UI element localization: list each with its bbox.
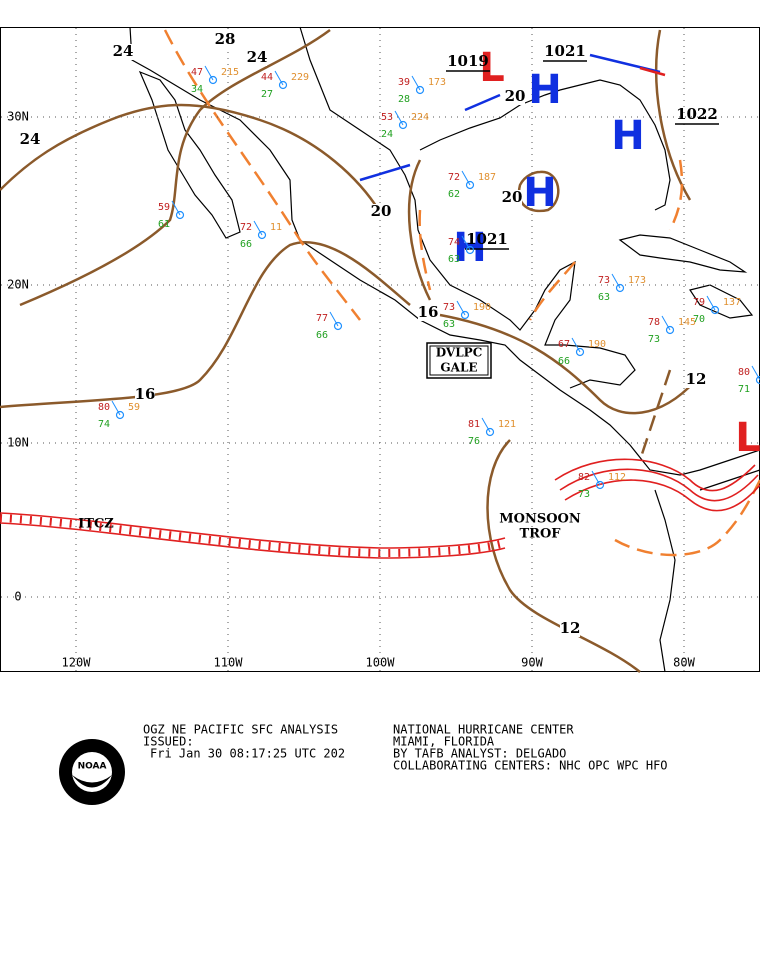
station-pressure: 190 [588,339,606,350]
station-pressure: 224 [411,112,429,123]
station-dew: 34 [191,84,203,95]
station-dew: 74 [98,419,110,430]
lat-label: 20N [7,278,29,292]
station-pressure: 190 [473,302,491,313]
station-temp: 79 [693,297,705,308]
station-pressure: 229 [291,72,309,83]
isobar-label: 12 [686,370,707,388]
station-temp: 73 [598,275,610,286]
station-temp: 39 [398,77,410,88]
warning-text: DVLPC [436,346,483,360]
noaa-logo: NOAA [59,739,125,805]
station-dew: 66 [316,330,328,341]
footer-right: COLLABORATING CENTERS: NHC OPC WPC HFO [393,759,668,773]
station-temp: 72 [448,172,460,183]
station-dew: 66 [558,356,570,367]
station-dew: 61 [158,219,170,230]
warning-text: GALE [440,361,477,375]
station-pressure: 121 [498,419,516,430]
station-pressure: 112 [608,472,626,483]
station-temp: 74 [448,237,460,248]
station-dew: 63 [598,292,610,303]
isobar-label: 28 [215,30,236,48]
station-temp: 80 [98,402,110,413]
station-temp: 77 [316,313,328,324]
isobar-label: 20 [502,188,523,206]
pressure-value: 1019 [447,52,489,70]
station-temp: 73 [443,302,455,313]
station-dew: 73 [578,489,590,500]
station-pressure: 137 [723,297,741,308]
pressure-symbol: H [523,170,556,216]
station-pressure: 173 [628,275,646,286]
pressure-symbol: H [611,113,644,159]
pressure-symbol: H [528,67,561,113]
lon-label: 90W [521,656,543,670]
station-temp: 47 [191,67,203,78]
station-dew: 24 [381,129,393,140]
feature-label: MONSOON [499,512,581,527]
feature-label: ITCZ [78,517,114,532]
station-dew: 28 [398,94,410,105]
pressure-symbol: L [735,415,760,461]
station-temp: 78 [648,317,660,328]
station-dew: 73 [648,334,660,345]
isobar-label: 20 [371,202,392,220]
lon-label: 100W [366,656,396,670]
station-pressure: 215 [221,67,239,78]
pressure-value: 1021 [466,230,508,248]
lon-label: 80W [673,656,695,670]
station-dew: 70 [693,314,705,325]
map-area: 30N 20N 10N 0 120W 110W 100W 90W 80W 28 24 24 24 20 20… [0,27,760,672]
feature-label: TROF [519,527,561,542]
station-pressure: 173 [428,77,446,88]
isobar-label: 24 [113,42,134,60]
station-temp: 44 [261,72,273,83]
lon-label: 120W [62,656,92,670]
logo-text: NOAA [78,762,107,772]
station-dew: 62 [448,189,460,200]
isobar-label: 24 [20,130,41,148]
station-dew: 76 [468,436,480,447]
isobar-label: 24 [247,48,268,66]
pressure-value: 1022 [676,105,718,123]
station-dew: 63 [443,319,455,330]
station-pressure: 11 [270,222,282,233]
station-dew: 63 [448,254,460,265]
lat-label: 0 [14,590,21,604]
station-temp: 82 [578,472,590,483]
station-dew: 66 [240,239,252,250]
station-dew: 71 [738,384,750,395]
station-pressure: 187 [478,172,496,183]
lat-label: 30N [7,110,29,124]
station-temp: 80 [738,367,750,378]
station-temp: 67 [558,339,570,350]
lat-label: 10N [7,436,29,450]
station-dew: 27 [261,89,273,100]
isobar-label: 20 [505,87,526,105]
pressure-value: 1021 [544,42,586,60]
station-temp: 59 [158,202,170,213]
station-temp: 72 [240,222,252,233]
isobar-label: 16 [135,385,156,403]
station-temp: 81 [468,419,480,430]
footer-left: Fri Jan 30 08:17:25 UTC 202 [150,747,345,761]
station-pressure: 59 [128,402,140,413]
isobar-label: 12 [560,619,581,637]
isobar-label: 16 [418,303,439,321]
lon-label: 110W [214,656,244,670]
station-temp: 53 [381,112,393,123]
